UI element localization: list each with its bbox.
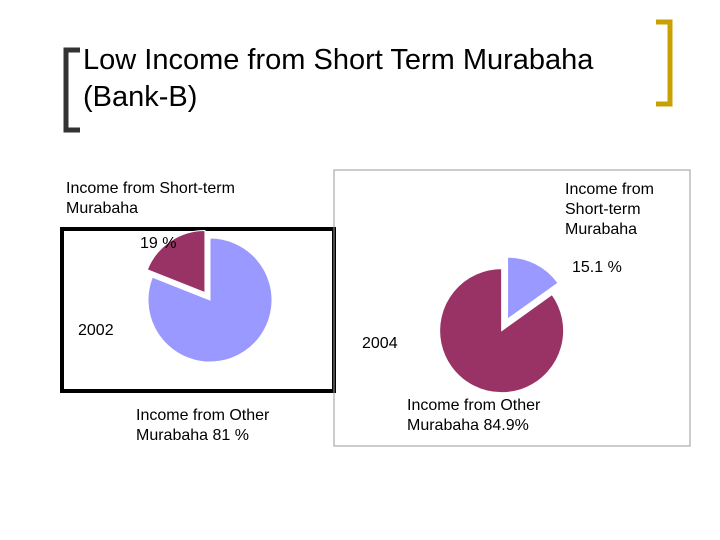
chart-label: 2002: [78, 322, 114, 339]
pie-slice: [147, 237, 273, 363]
slice-label: Income from Short-term Murabaha: [66, 180, 235, 217]
value-label: 19 %: [140, 235, 177, 252]
value-label: 81 %: [212, 427, 249, 444]
left-bracket: [63, 47, 80, 133]
slide-title: Low Income from Short Term Murabaha (Ban…: [83, 44, 594, 113]
slice-label: Income from Short-term Murabaha: [565, 181, 654, 238]
category: Income from Other Murabaha: [136, 407, 270, 444]
pie-slice: [439, 268, 565, 394]
right-bracket: [656, 19, 673, 107]
chart-label: 2004: [362, 335, 398, 352]
slice-label: Income from Other Murabaha 81 %: [136, 406, 306, 446]
pie-slice: [507, 256, 559, 321]
value-label: 15.1 %: [572, 259, 622, 276]
chart-frame: [333, 169, 691, 447]
value-label: 84.9%: [483, 417, 529, 434]
category: Income from Other Murabaha: [407, 397, 541, 434]
slice-label: Income from Other Murabaha 84.9%: [407, 396, 577, 436]
pie-slice: [146, 230, 206, 294]
